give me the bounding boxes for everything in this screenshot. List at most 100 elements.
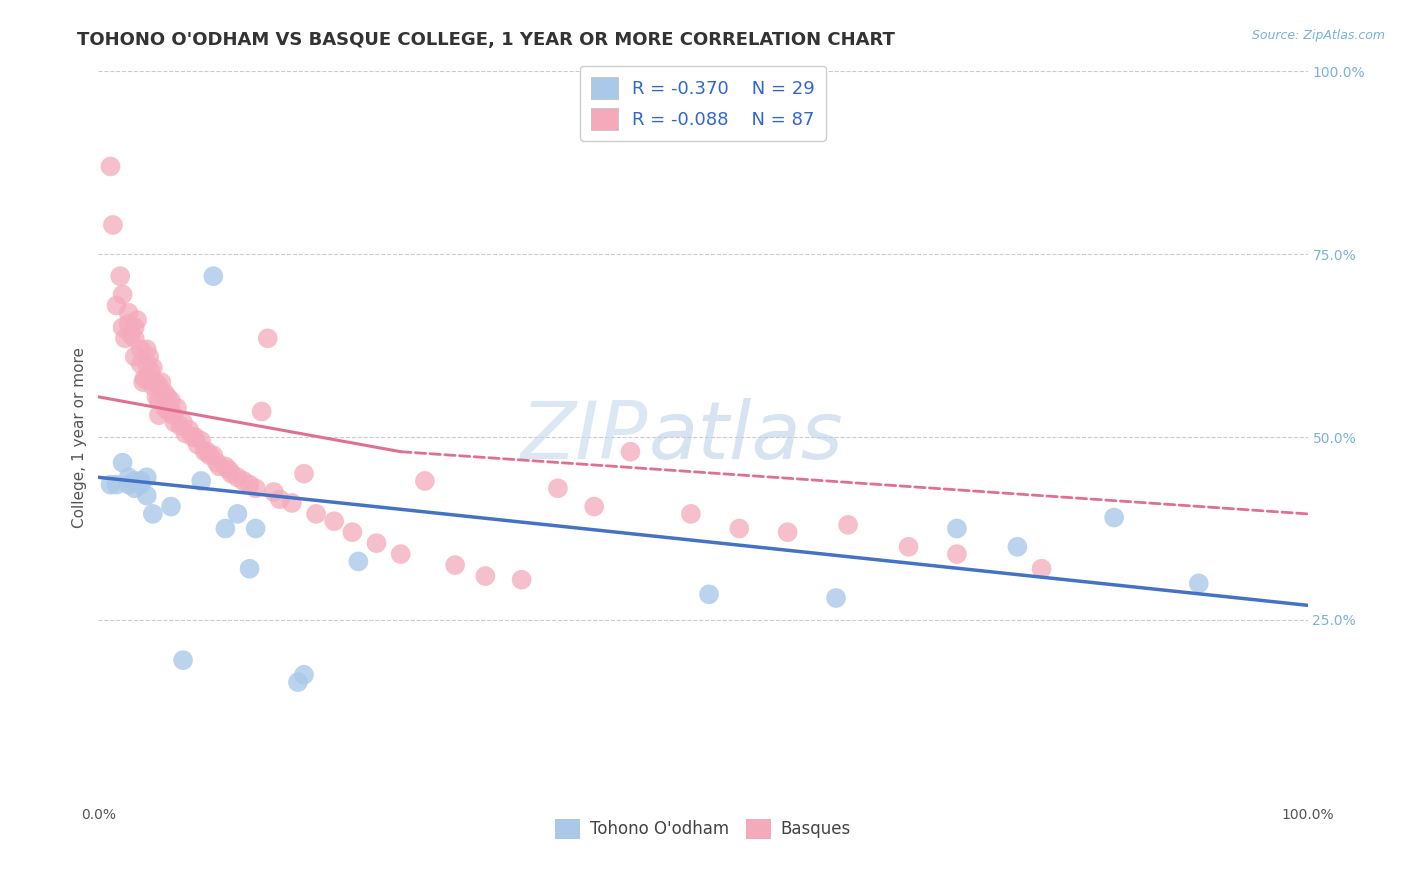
Point [135, 357, 157, 371]
Point [205, 456, 228, 470]
Point [142, 507, 165, 521]
Point [135, 371, 157, 385]
Point [127, 313, 149, 327]
Point [129, 477, 152, 491]
Point [129, 343, 152, 357]
Point [1188, 576, 1211, 591]
Point [946, 547, 969, 561]
Point [142, 360, 165, 375]
Point [1102, 510, 1125, 524]
Point [226, 507, 249, 521]
Point [547, 481, 569, 495]
Point [162, 408, 184, 422]
Point [837, 517, 859, 532]
Point [728, 521, 751, 535]
Point [444, 558, 467, 573]
Point [160, 404, 183, 418]
Point [142, 379, 165, 393]
Point [221, 467, 243, 481]
Point [160, 393, 183, 408]
Point [226, 470, 249, 484]
Point [214, 459, 236, 474]
Point [139, 364, 162, 378]
Point [1031, 562, 1053, 576]
Point [292, 667, 315, 681]
Point [166, 401, 188, 415]
Point [184, 430, 207, 444]
Point [250, 404, 273, 418]
Point [160, 500, 183, 514]
Point [124, 474, 146, 488]
Point [124, 481, 146, 495]
Point [145, 390, 167, 404]
Point [157, 404, 180, 418]
Point [292, 467, 315, 481]
Point [118, 306, 141, 320]
Point [181, 430, 204, 444]
Point [132, 376, 155, 390]
Point [108, 269, 131, 284]
Point [152, 390, 174, 404]
Y-axis label: College, 1 year or more: College, 1 year or more [72, 347, 87, 527]
Point [118, 477, 141, 491]
Point [323, 514, 346, 528]
Point [825, 591, 848, 605]
Text: TOHONO O'ODHAM VS BASQUE COLLEGE, 1 YEAR OR MORE CORRELATION CHART: TOHONO O'ODHAM VS BASQUE COLLEGE, 1 YEAR… [77, 31, 896, 49]
Point [245, 521, 267, 535]
Point [190, 474, 212, 488]
Text: atlas: atlas [648, 398, 844, 476]
Point [269, 492, 291, 507]
Point [619, 444, 641, 458]
Point [135, 489, 157, 503]
Point [172, 653, 194, 667]
Point [389, 547, 412, 561]
Point [287, 675, 309, 690]
Point [148, 379, 170, 393]
Point [124, 350, 146, 364]
Point [118, 470, 141, 484]
Point [138, 350, 160, 364]
Point [156, 390, 179, 404]
Point [100, 160, 122, 174]
Point [105, 298, 128, 312]
Point [135, 470, 157, 484]
Point [347, 554, 370, 568]
Point [100, 477, 122, 491]
Point [124, 320, 146, 334]
Point [413, 474, 436, 488]
Point [202, 448, 225, 462]
Point [305, 507, 328, 521]
Point [281, 496, 304, 510]
Point [190, 434, 212, 448]
Point [583, 500, 606, 514]
Point [153, 386, 176, 401]
Point [120, 327, 142, 342]
Point [239, 477, 262, 491]
Point [697, 587, 720, 601]
Point [194, 444, 217, 458]
Point [169, 419, 191, 434]
Point [124, 331, 146, 345]
Point [111, 320, 134, 334]
Text: Source: ZipAtlas.com: Source: ZipAtlas.com [1251, 29, 1385, 42]
Point [174, 426, 197, 441]
Point [148, 393, 170, 408]
Point [135, 343, 157, 357]
Point [214, 521, 236, 535]
Point [111, 287, 134, 301]
Point [114, 331, 136, 345]
Point [129, 474, 152, 488]
Point [153, 401, 176, 415]
Point [776, 525, 799, 540]
Point [239, 562, 262, 576]
Legend: Tohono O'odham, Basques: Tohono O'odham, Basques [548, 812, 858, 846]
Point [187, 437, 209, 451]
Point [679, 507, 702, 521]
Point [118, 317, 141, 331]
Point [134, 371, 156, 385]
Point [366, 536, 388, 550]
Point [1007, 540, 1029, 554]
Point [474, 569, 496, 583]
Point [143, 376, 166, 390]
Point [232, 474, 254, 488]
